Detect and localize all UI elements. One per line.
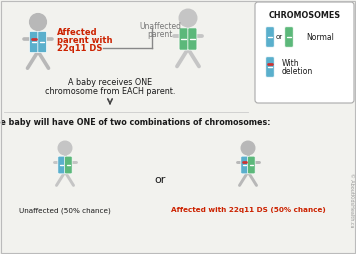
Text: The baby will have ONE of two combinations of chromosomes:: The baby will have ONE of two combinatio… (0, 118, 271, 127)
FancyBboxPatch shape (285, 27, 293, 47)
Text: parent: parent (147, 30, 173, 39)
FancyBboxPatch shape (188, 28, 197, 50)
Text: Affected with 22q11 DS (50% chance): Affected with 22q11 DS (50% chance) (171, 207, 325, 213)
Text: or: or (276, 34, 283, 40)
Text: CHROMOSOMES: CHROMOSOMES (268, 10, 341, 20)
Text: Affected: Affected (57, 28, 98, 37)
Text: Unaffected: Unaffected (139, 22, 181, 31)
Text: With: With (282, 58, 300, 68)
Text: deletion: deletion (282, 68, 313, 76)
Circle shape (30, 14, 46, 30)
Text: or: or (154, 175, 166, 185)
FancyBboxPatch shape (179, 28, 188, 50)
FancyBboxPatch shape (241, 156, 248, 174)
Text: Normal: Normal (306, 33, 334, 41)
Text: chromosome from EACH parent.: chromosome from EACH parent. (45, 87, 175, 96)
Circle shape (241, 141, 255, 155)
Text: © AboutKidsHealth.ca: © AboutKidsHealth.ca (349, 173, 354, 227)
FancyBboxPatch shape (38, 31, 47, 53)
FancyBboxPatch shape (255, 2, 354, 103)
Text: parent with: parent with (57, 36, 112, 45)
Circle shape (179, 9, 197, 27)
Text: Unaffected (50% chance): Unaffected (50% chance) (19, 207, 111, 214)
FancyBboxPatch shape (266, 57, 274, 77)
Text: A baby receives ONE: A baby receives ONE (68, 78, 152, 87)
FancyBboxPatch shape (248, 156, 255, 174)
FancyBboxPatch shape (65, 156, 72, 174)
FancyBboxPatch shape (30, 31, 38, 53)
Circle shape (58, 141, 72, 155)
FancyBboxPatch shape (58, 156, 66, 174)
FancyBboxPatch shape (266, 27, 274, 47)
Text: 22q11 DS: 22q11 DS (57, 44, 103, 53)
